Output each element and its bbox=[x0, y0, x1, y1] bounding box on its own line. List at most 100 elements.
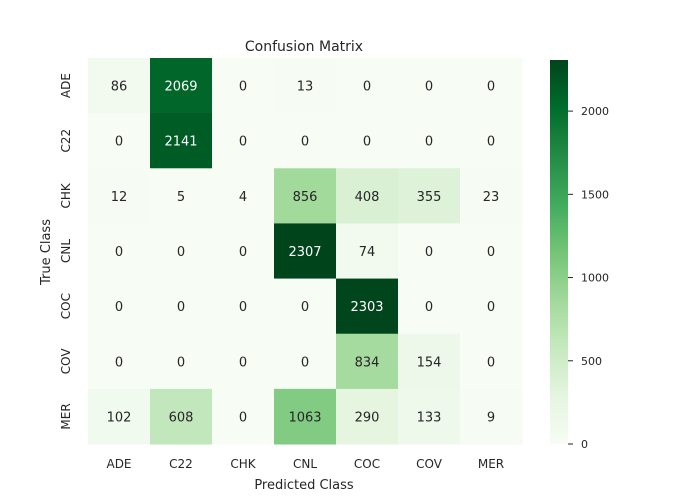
x-tick-labels: ADE C22 CHK CNL COC COV MER bbox=[106, 457, 504, 471]
cell-value-label: 0 bbox=[115, 300, 123, 315]
cell-value-label: 4 bbox=[239, 190, 247, 205]
heatmap-cell bbox=[274, 223, 337, 280]
cell-value-label: 408 bbox=[355, 190, 380, 205]
x-tick-label: MER bbox=[478, 457, 504, 471]
heatmap-cell bbox=[274, 113, 337, 169]
heatmap-cell bbox=[150, 113, 213, 169]
heatmap-cell bbox=[88, 223, 151, 280]
colorbar-tick-label: 500 bbox=[581, 355, 602, 368]
heatmap-cell bbox=[150, 388, 213, 445]
heatmap-cell bbox=[212, 278, 275, 335]
cell-value-label: 0 bbox=[487, 135, 495, 150]
heatmap-cell bbox=[274, 168, 337, 224]
cell-value-label: 0 bbox=[363, 80, 371, 95]
cell-value-label: 0 bbox=[115, 355, 123, 370]
cell-value-label: 9 bbox=[487, 410, 495, 425]
heatmap-cell bbox=[212, 223, 275, 280]
heatmap-cell bbox=[398, 168, 461, 224]
y-tick-label: COC bbox=[59, 293, 73, 319]
heatmap-cell bbox=[212, 168, 275, 224]
cell-value-label: 0 bbox=[487, 245, 495, 260]
heatmap-cell bbox=[460, 223, 523, 280]
cell-value-label: 0 bbox=[239, 410, 247, 425]
cell-value-label: 0 bbox=[425, 245, 433, 260]
heatmap-cell bbox=[460, 168, 523, 224]
cell-value-label: 0 bbox=[115, 135, 123, 150]
cell-value-label: 608 bbox=[169, 410, 194, 425]
cell-value-label: 2303 bbox=[350, 300, 383, 315]
y-tick-label: COV bbox=[59, 348, 73, 375]
cell-value-label: 0 bbox=[239, 245, 247, 260]
cell-value-label: 856 bbox=[293, 190, 318, 205]
colorbar-tick-label: 1500 bbox=[581, 188, 609, 201]
heatmap-cell bbox=[398, 113, 461, 169]
heatmap-cell bbox=[336, 278, 399, 335]
x-tick-label: CHK bbox=[230, 457, 256, 471]
colorbar-ticks: 0 500 1000 1500 2000 bbox=[568, 105, 609, 451]
heatmap-cell bbox=[398, 278, 461, 335]
cell-value-label: 290 bbox=[355, 410, 380, 425]
heatmap-cells: 86 2069 0 13 0 0 0 0 2141 0 0 0 0 0 12 5 4 856 408 355 23 0 0 0… bbox=[88, 58, 523, 445]
heatmap-cell bbox=[88, 58, 151, 114]
cell-value-label: 0 bbox=[487, 80, 495, 95]
cell-value-label: 0 bbox=[487, 300, 495, 315]
colorbar-tick-label: 1000 bbox=[581, 272, 609, 285]
x-tick-label: COC bbox=[354, 457, 380, 471]
y-tick-label: MER bbox=[59, 403, 73, 429]
cell-value-label: 133 bbox=[417, 410, 442, 425]
heatmap-cell bbox=[150, 333, 213, 390]
cell-value-label: 834 bbox=[355, 355, 380, 370]
cell-value-label: 2307 bbox=[288, 245, 321, 260]
cell-value-label: 0 bbox=[177, 245, 185, 260]
heatmap-cell bbox=[212, 58, 275, 114]
cell-value-label: 2141 bbox=[164, 135, 197, 150]
heatmap-cell bbox=[88, 333, 151, 390]
heatmap-cell bbox=[212, 113, 275, 169]
heatmap-cell bbox=[274, 58, 337, 114]
heatmap-cell bbox=[460, 388, 523, 445]
y-tick-label: C22 bbox=[59, 129, 73, 153]
heatmap-cell bbox=[88, 168, 151, 224]
colorbar-tick-label: 2000 bbox=[581, 105, 609, 118]
x-axis-label: Predicted Class bbox=[254, 478, 354, 493]
cell-value-label: 0 bbox=[301, 300, 309, 315]
cell-value-label: 0 bbox=[239, 355, 247, 370]
heatmap-cell bbox=[274, 333, 337, 390]
x-tick-label: C22 bbox=[169, 457, 193, 471]
heatmap-cell bbox=[150, 58, 213, 114]
heatmap-cell bbox=[336, 388, 399, 445]
heatmap-cell bbox=[212, 333, 275, 390]
cell-value-label: 355 bbox=[417, 190, 442, 205]
y-tick-label: ADE bbox=[59, 73, 73, 98]
cell-value-label: 0 bbox=[301, 355, 309, 370]
heatmap-cell bbox=[274, 388, 337, 445]
cell-value-label: 86 bbox=[111, 80, 128, 95]
x-tick-label: CNL bbox=[293, 457, 317, 471]
colorbar bbox=[550, 60, 568, 444]
x-tick-label: ADE bbox=[106, 457, 131, 471]
heatmap-cell bbox=[336, 333, 399, 390]
heatmap-cell bbox=[398, 333, 461, 390]
cell-value-label: 0 bbox=[363, 135, 371, 150]
y-tick-labels: ADE C22 CHK CNL COC COV MER bbox=[59, 73, 73, 430]
chart-title: Confusion Matrix bbox=[245, 39, 363, 55]
heatmap-cell bbox=[336, 58, 399, 114]
heatmap-cell bbox=[212, 388, 275, 445]
cell-value-label: 74 bbox=[359, 245, 376, 260]
heatmap-cell bbox=[150, 223, 213, 280]
y-tick-label: CHK bbox=[59, 182, 73, 208]
heatmap-cell bbox=[398, 388, 461, 445]
heatmap-cell bbox=[460, 113, 523, 169]
cell-value-label: 0 bbox=[177, 355, 185, 370]
cell-value-label: 0 bbox=[239, 80, 247, 95]
heatmap-cell bbox=[336, 168, 399, 224]
heatmap-cell bbox=[88, 113, 151, 169]
y-tick-label: CNL bbox=[59, 239, 73, 263]
heatmap-cell bbox=[398, 223, 461, 280]
cell-value-label: 0 bbox=[177, 300, 185, 315]
cell-value-label: 13 bbox=[297, 80, 314, 95]
cell-value-label: 154 bbox=[417, 355, 442, 370]
cell-value-label: 2069 bbox=[164, 80, 197, 95]
y-axis-label: True Class bbox=[39, 219, 54, 286]
